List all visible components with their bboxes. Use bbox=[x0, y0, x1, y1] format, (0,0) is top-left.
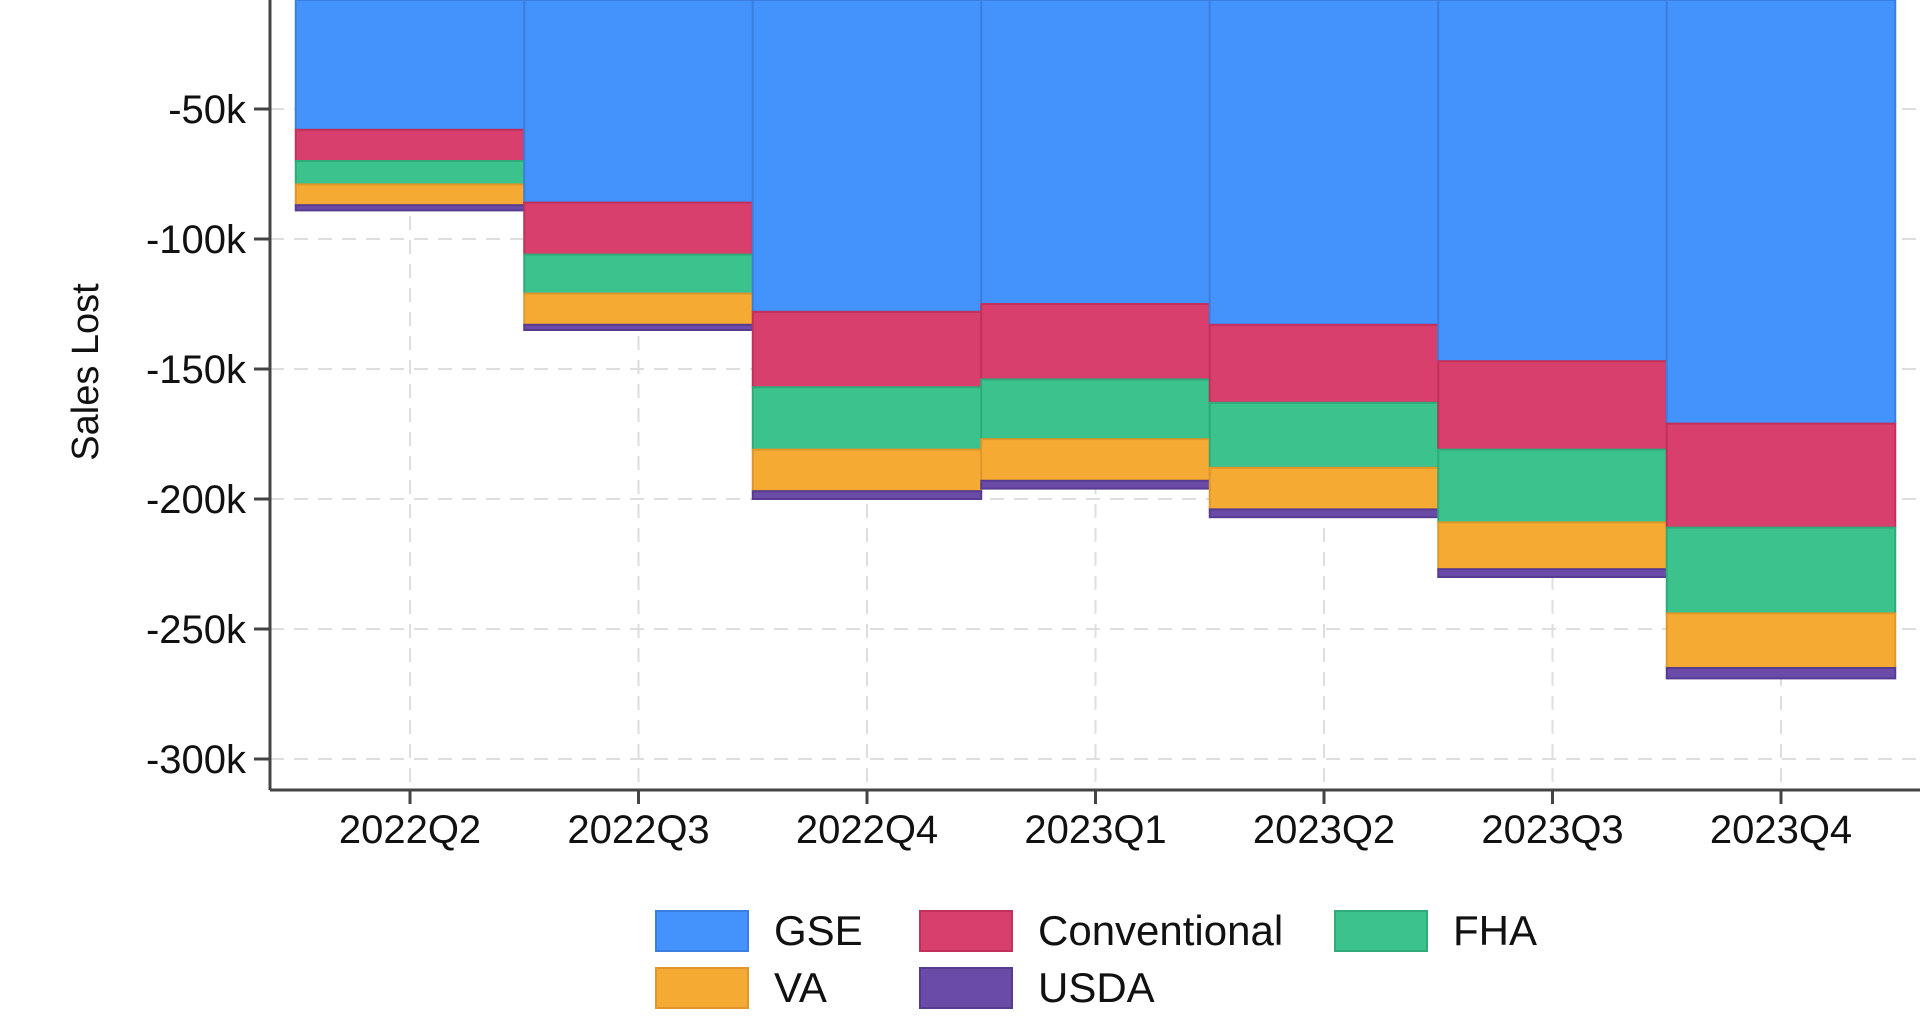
bar-segment-gse-2023q3 bbox=[1437, 0, 1668, 363]
bar-segment-gse-2022q4 bbox=[751, 0, 983, 313]
bar-segment-va-2023q4 bbox=[1665, 612, 1897, 670]
legend-label-usda: USDA bbox=[1038, 964, 1155, 1011]
legend-label-va: VA bbox=[774, 964, 827, 1011]
x-tick-label: 2023Q3 bbox=[1481, 808, 1623, 852]
x-tick-label: 2023Q2 bbox=[1253, 808, 1395, 852]
x-tick-label: 2022Q2 bbox=[339, 808, 481, 852]
legend-swatch-gse bbox=[655, 910, 749, 952]
legend-swatch-conventional bbox=[919, 910, 1013, 952]
bar-segment-va-2023q2 bbox=[1208, 466, 1440, 511]
legend-swatch-va bbox=[655, 967, 749, 1009]
bar-segment-conventional-2022q2 bbox=[294, 128, 526, 163]
bar-segment-conventional-2022q3 bbox=[523, 201, 754, 256]
bar-segment-gse-2022q2 bbox=[294, 0, 526, 131]
x-tick-label: 2023Q4 bbox=[1710, 808, 1852, 852]
legend-label-conventional: Conventional bbox=[1038, 907, 1283, 954]
y-tick-label: -200k bbox=[146, 478, 247, 522]
bar-segment-fha-2023q2 bbox=[1208, 401, 1440, 469]
bar-segment-usda-2023q4 bbox=[1665, 667, 1897, 680]
bar-segment-fha-2023q4 bbox=[1665, 526, 1897, 615]
bar-segment-gse-2023q2 bbox=[1208, 0, 1440, 326]
bar-segment-conventional-2023q2 bbox=[1208, 323, 1440, 404]
bar-segment-conventional-2023q4 bbox=[1665, 422, 1897, 529]
bar-segment-usda-2023q1 bbox=[980, 479, 1211, 490]
bar-segment-va-2023q1 bbox=[980, 438, 1211, 482]
x-ticks: 2022Q2 2022Q3 2022Q4 2023Q1 2023Q2 2023Q3 2023… bbox=[339, 790, 1852, 852]
legend-label-gse: GSE bbox=[774, 907, 863, 954]
bar-segment-va-2022q2 bbox=[294, 183, 526, 207]
bar-segment-va-2022q4 bbox=[751, 448, 983, 493]
bar-segment-usda-2022q2 bbox=[294, 204, 526, 212]
bar-segment-va-2022q3 bbox=[523, 292, 754, 326]
bar-segment-fha-2022q4 bbox=[751, 386, 983, 451]
bar-segment-gse-2022q3 bbox=[523, 0, 754, 204]
legend-swatch-fha bbox=[1334, 910, 1428, 952]
bar-segment-usda-2023q2 bbox=[1208, 508, 1440, 519]
bar-segment-fha-2022q2 bbox=[294, 160, 526, 186]
bar-segment-fha-2022q3 bbox=[523, 253, 754, 295]
y-tick-label: -50k bbox=[168, 88, 247, 132]
bar-segment-va-2023q3 bbox=[1437, 521, 1668, 571]
bar-segment-gse-2023q4 bbox=[1665, 0, 1897, 425]
bar-segment-conventional-2022q4 bbox=[751, 310, 983, 389]
y-ticks: -50k -100k -150k -200k -250k -300k bbox=[146, 88, 270, 782]
legend-swatch-usda bbox=[919, 967, 1013, 1009]
bar-segment-fha-2023q3 bbox=[1437, 448, 1668, 524]
x-tick-label: 2023Q1 bbox=[1024, 808, 1166, 852]
y-tick-label: -100k bbox=[146, 218, 247, 262]
bar-segment-usda-2022q3 bbox=[523, 323, 754, 331]
y-axis-title: Sales Lost bbox=[65, 283, 107, 461]
y-tick-label: -250k bbox=[146, 608, 247, 652]
bar-segment-usda-2023q3 bbox=[1437, 568, 1668, 579]
bar-segment-usda-2022q4 bbox=[751, 490, 983, 501]
legend-label-fha: FHA bbox=[1453, 907, 1537, 954]
y-tick-label: -150k bbox=[146, 348, 247, 392]
bars-layer bbox=[294, 0, 1897, 680]
bar-segment-gse-2023q1 bbox=[980, 0, 1211, 305]
y-tick-label: -300k bbox=[146, 738, 247, 782]
x-tick-label: 2022Q4 bbox=[796, 808, 938, 852]
bar-segment-fha-2023q1 bbox=[980, 378, 1211, 441]
bar-segment-conventional-2023q3 bbox=[1437, 360, 1668, 451]
legend: GSE Conventional FHA VA USDA bbox=[655, 907, 1537, 1011]
bar-segment-conventional-2023q1 bbox=[980, 303, 1211, 381]
x-tick-label: 2022Q3 bbox=[567, 808, 709, 852]
